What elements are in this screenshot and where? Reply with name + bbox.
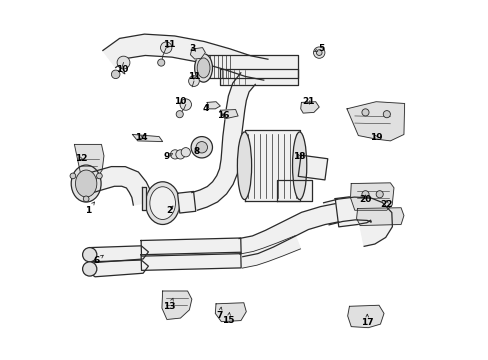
Polygon shape xyxy=(141,252,241,270)
Polygon shape xyxy=(356,208,403,226)
Polygon shape xyxy=(300,102,319,113)
Polygon shape xyxy=(207,102,220,109)
Ellipse shape xyxy=(188,76,199,86)
Text: 9: 9 xyxy=(163,152,172,161)
Text: 21: 21 xyxy=(302,97,314,106)
Polygon shape xyxy=(244,130,299,201)
Text: 4: 4 xyxy=(202,104,208,113)
Ellipse shape xyxy=(181,148,190,157)
Text: 16: 16 xyxy=(217,112,229,121)
Ellipse shape xyxy=(196,141,207,153)
Polygon shape xyxy=(215,303,246,321)
Polygon shape xyxy=(162,291,191,319)
Ellipse shape xyxy=(194,54,212,82)
Polygon shape xyxy=(298,155,327,180)
Polygon shape xyxy=(74,144,104,181)
Polygon shape xyxy=(88,246,148,262)
Ellipse shape xyxy=(375,191,383,198)
Text: 10: 10 xyxy=(174,97,186,106)
Polygon shape xyxy=(239,204,338,257)
Polygon shape xyxy=(190,48,205,59)
Text: 11: 11 xyxy=(163,40,176,49)
Text: 22: 22 xyxy=(380,201,392,210)
Polygon shape xyxy=(347,305,383,328)
Text: 17: 17 xyxy=(360,314,373,327)
Polygon shape xyxy=(239,236,300,268)
Ellipse shape xyxy=(361,191,368,198)
Polygon shape xyxy=(142,188,145,210)
Ellipse shape xyxy=(82,248,97,262)
Text: 6: 6 xyxy=(94,255,103,265)
Text: 13: 13 xyxy=(163,298,176,311)
Text: 20: 20 xyxy=(359,195,371,204)
Ellipse shape xyxy=(82,262,97,276)
Text: 5: 5 xyxy=(314,44,324,53)
Text: 7: 7 xyxy=(216,307,223,320)
Text: 19: 19 xyxy=(369,133,382,142)
Ellipse shape xyxy=(157,59,164,66)
Text: 3: 3 xyxy=(189,44,196,53)
Ellipse shape xyxy=(197,58,209,78)
Polygon shape xyxy=(191,73,255,210)
Polygon shape xyxy=(323,197,391,246)
Text: 14: 14 xyxy=(135,133,147,142)
Polygon shape xyxy=(141,238,241,256)
Text: 12: 12 xyxy=(74,154,87,163)
Text: 11: 11 xyxy=(188,72,201,81)
Ellipse shape xyxy=(176,111,183,118)
Polygon shape xyxy=(346,102,404,141)
Polygon shape xyxy=(219,69,297,85)
Ellipse shape xyxy=(383,111,389,118)
Ellipse shape xyxy=(70,173,76,179)
Ellipse shape xyxy=(316,50,322,55)
Text: 15: 15 xyxy=(222,312,234,325)
Ellipse shape xyxy=(180,99,191,110)
Ellipse shape xyxy=(149,187,175,220)
Ellipse shape xyxy=(71,165,101,202)
Polygon shape xyxy=(220,109,238,119)
Ellipse shape xyxy=(111,70,120,78)
Polygon shape xyxy=(88,260,148,277)
Text: 8: 8 xyxy=(193,147,199,156)
Ellipse shape xyxy=(292,132,306,199)
Ellipse shape xyxy=(191,136,212,158)
Ellipse shape xyxy=(83,196,89,202)
Polygon shape xyxy=(276,180,311,201)
Ellipse shape xyxy=(313,47,324,58)
Polygon shape xyxy=(102,34,267,80)
Polygon shape xyxy=(83,167,153,205)
Ellipse shape xyxy=(361,109,368,116)
Polygon shape xyxy=(177,192,195,213)
Ellipse shape xyxy=(160,42,172,53)
Polygon shape xyxy=(350,183,393,210)
Ellipse shape xyxy=(170,150,180,159)
Ellipse shape xyxy=(237,132,251,199)
Text: 18: 18 xyxy=(293,152,305,161)
Ellipse shape xyxy=(75,170,97,197)
Polygon shape xyxy=(335,195,366,227)
Polygon shape xyxy=(202,55,297,77)
Ellipse shape xyxy=(96,173,102,179)
Ellipse shape xyxy=(176,150,184,159)
Ellipse shape xyxy=(145,182,180,225)
Text: 1: 1 xyxy=(84,202,94,215)
Polygon shape xyxy=(132,134,163,141)
Text: 2: 2 xyxy=(166,206,173,215)
Text: 10: 10 xyxy=(115,65,128,74)
Ellipse shape xyxy=(117,56,130,69)
